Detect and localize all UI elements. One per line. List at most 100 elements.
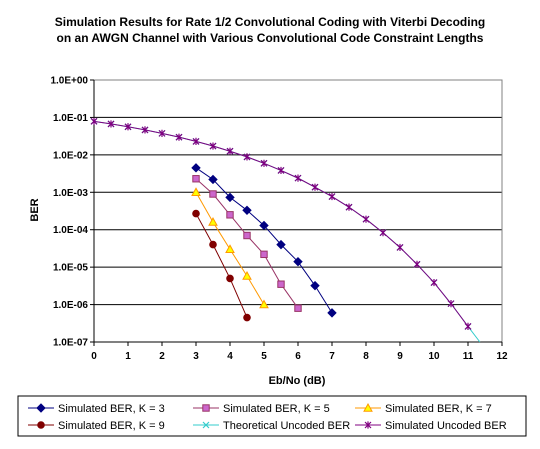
- data-point: [345, 203, 353, 211]
- legend-label: Simulated BER, K = 9: [58, 420, 165, 432]
- data-point: [209, 190, 217, 198]
- chart-title-line-1: Simulation Results for Rate 1/2 Convolut…: [55, 15, 485, 29]
- data-point: [327, 308, 337, 318]
- legend-label: Theoretical Uncoded BER: [223, 420, 350, 432]
- data-point: [192, 209, 200, 218]
- x-tick-label: 1: [125, 351, 131, 362]
- y-tick-label: 1.0E+00: [50, 76, 88, 87]
- legend-item: Theoretical Uncoded BER: [193, 420, 350, 432]
- data-point: [192, 137, 200, 145]
- series-4: [192, 209, 251, 322]
- data-point: [379, 229, 387, 237]
- legend-marker: [364, 421, 372, 429]
- legend-label: Simulated BER, K = 3: [58, 403, 165, 415]
- x-tick-label: 4: [227, 351, 233, 362]
- data-point: [260, 250, 268, 259]
- x-tick-label: 8: [363, 351, 369, 362]
- data-point: [225, 192, 235, 203]
- chart-title-line-2: on an AWGN Channel with Various Convolut…: [57, 31, 484, 45]
- data-point: [396, 243, 404, 252]
- data-point: [208, 174, 218, 185]
- data-point: [209, 142, 217, 150]
- legend-item: Simulated BER, K = 9: [28, 420, 165, 432]
- data-point: [226, 211, 234, 219]
- series-3: [191, 187, 269, 309]
- x-tick-label: 0: [91, 351, 97, 362]
- series-1: [191, 163, 337, 318]
- data-point: [226, 274, 234, 283]
- x-tick-label: 2: [159, 351, 165, 362]
- y-tick-label: 1.0E-01: [53, 113, 88, 124]
- data-point: [276, 239, 286, 250]
- x-tick-label: 3: [193, 351, 199, 362]
- data-point: [362, 215, 370, 223]
- legend-box: [17, 395, 527, 437]
- data-point: [311, 183, 319, 191]
- data-point: [310, 280, 320, 291]
- data-point: [259, 220, 269, 231]
- data-point: [242, 270, 252, 280]
- data-point: [447, 300, 455, 308]
- data-point: [209, 240, 217, 249]
- data-point: [226, 147, 234, 155]
- legend-label: Simulated BER, K = 5: [223, 403, 330, 415]
- data-point: [294, 304, 302, 312]
- data-point: [107, 120, 115, 128]
- data-point: [464, 322, 472, 331]
- data-point: [191, 187, 201, 196]
- y-tick-label: 1.0E-04: [53, 225, 88, 236]
- data-point: [158, 129, 166, 137]
- x-tick-label: 6: [295, 351, 301, 362]
- data-point: [430, 278, 438, 287]
- y-tick-label: 1.0E-06: [53, 300, 88, 311]
- data-point: [277, 280, 285, 288]
- x-tick-label: 11: [463, 351, 474, 362]
- legend-item: Simulated BER, K = 7: [355, 402, 492, 415]
- x-tick-label: 9: [397, 351, 403, 362]
- series-line: [93, 120, 469, 327]
- data-point: [175, 133, 183, 141]
- legend-marker: [202, 404, 210, 412]
- series-line: [195, 167, 333, 314]
- legend-marker: [37, 421, 45, 429]
- data-point: [192, 175, 200, 183]
- x-axis-label: Eb/No (dB): [269, 375, 326, 387]
- series-6: [90, 117, 472, 331]
- data-point: [328, 192, 336, 201]
- x-tick-label: 12: [496, 351, 508, 362]
- data-point: [277, 166, 285, 175]
- y-tick-label: 1.0E-07: [53, 338, 88, 349]
- y-tick-label: 1.0E-05: [53, 263, 88, 274]
- legend-item: Simulated BER, K = 5: [193, 403, 330, 415]
- data-point: [191, 163, 201, 173]
- data-point: [208, 217, 218, 226]
- legend-label: Simulated Uncoded BER: [385, 420, 507, 432]
- data-point: [413, 260, 421, 268]
- y-tick-label: 1.0E-02: [53, 150, 88, 161]
- data-point: [293, 256, 303, 267]
- y-axis-label: BER: [29, 198, 41, 221]
- data-point: [141, 126, 149, 134]
- y-tick-label: 1.0E-03: [53, 188, 88, 199]
- series-line: [195, 213, 248, 318]
- data-point: [243, 313, 251, 322]
- legend-marker: [36, 403, 46, 413]
- data-point: [243, 231, 251, 240]
- data-point: [242, 205, 252, 216]
- x-tick-label: 5: [261, 351, 267, 362]
- legend-marker: [363, 402, 373, 412]
- data-point: [294, 174, 302, 182]
- data-point: [260, 159, 268, 167]
- data-point: [124, 123, 132, 131]
- x-tick-label: 7: [329, 351, 335, 362]
- data-point: [90, 117, 98, 125]
- data-point: [225, 244, 235, 253]
- plot-area: [93, 79, 503, 343]
- legend-label: Simulated BER, K = 7: [385, 403, 492, 415]
- data-point: [243, 153, 251, 161]
- legend-item: Simulated Uncoded BER: [355, 420, 507, 432]
- legend-item: Simulated BER, K = 3: [28, 403, 165, 415]
- legend-marker: [202, 421, 210, 429]
- series-2: [192, 175, 302, 312]
